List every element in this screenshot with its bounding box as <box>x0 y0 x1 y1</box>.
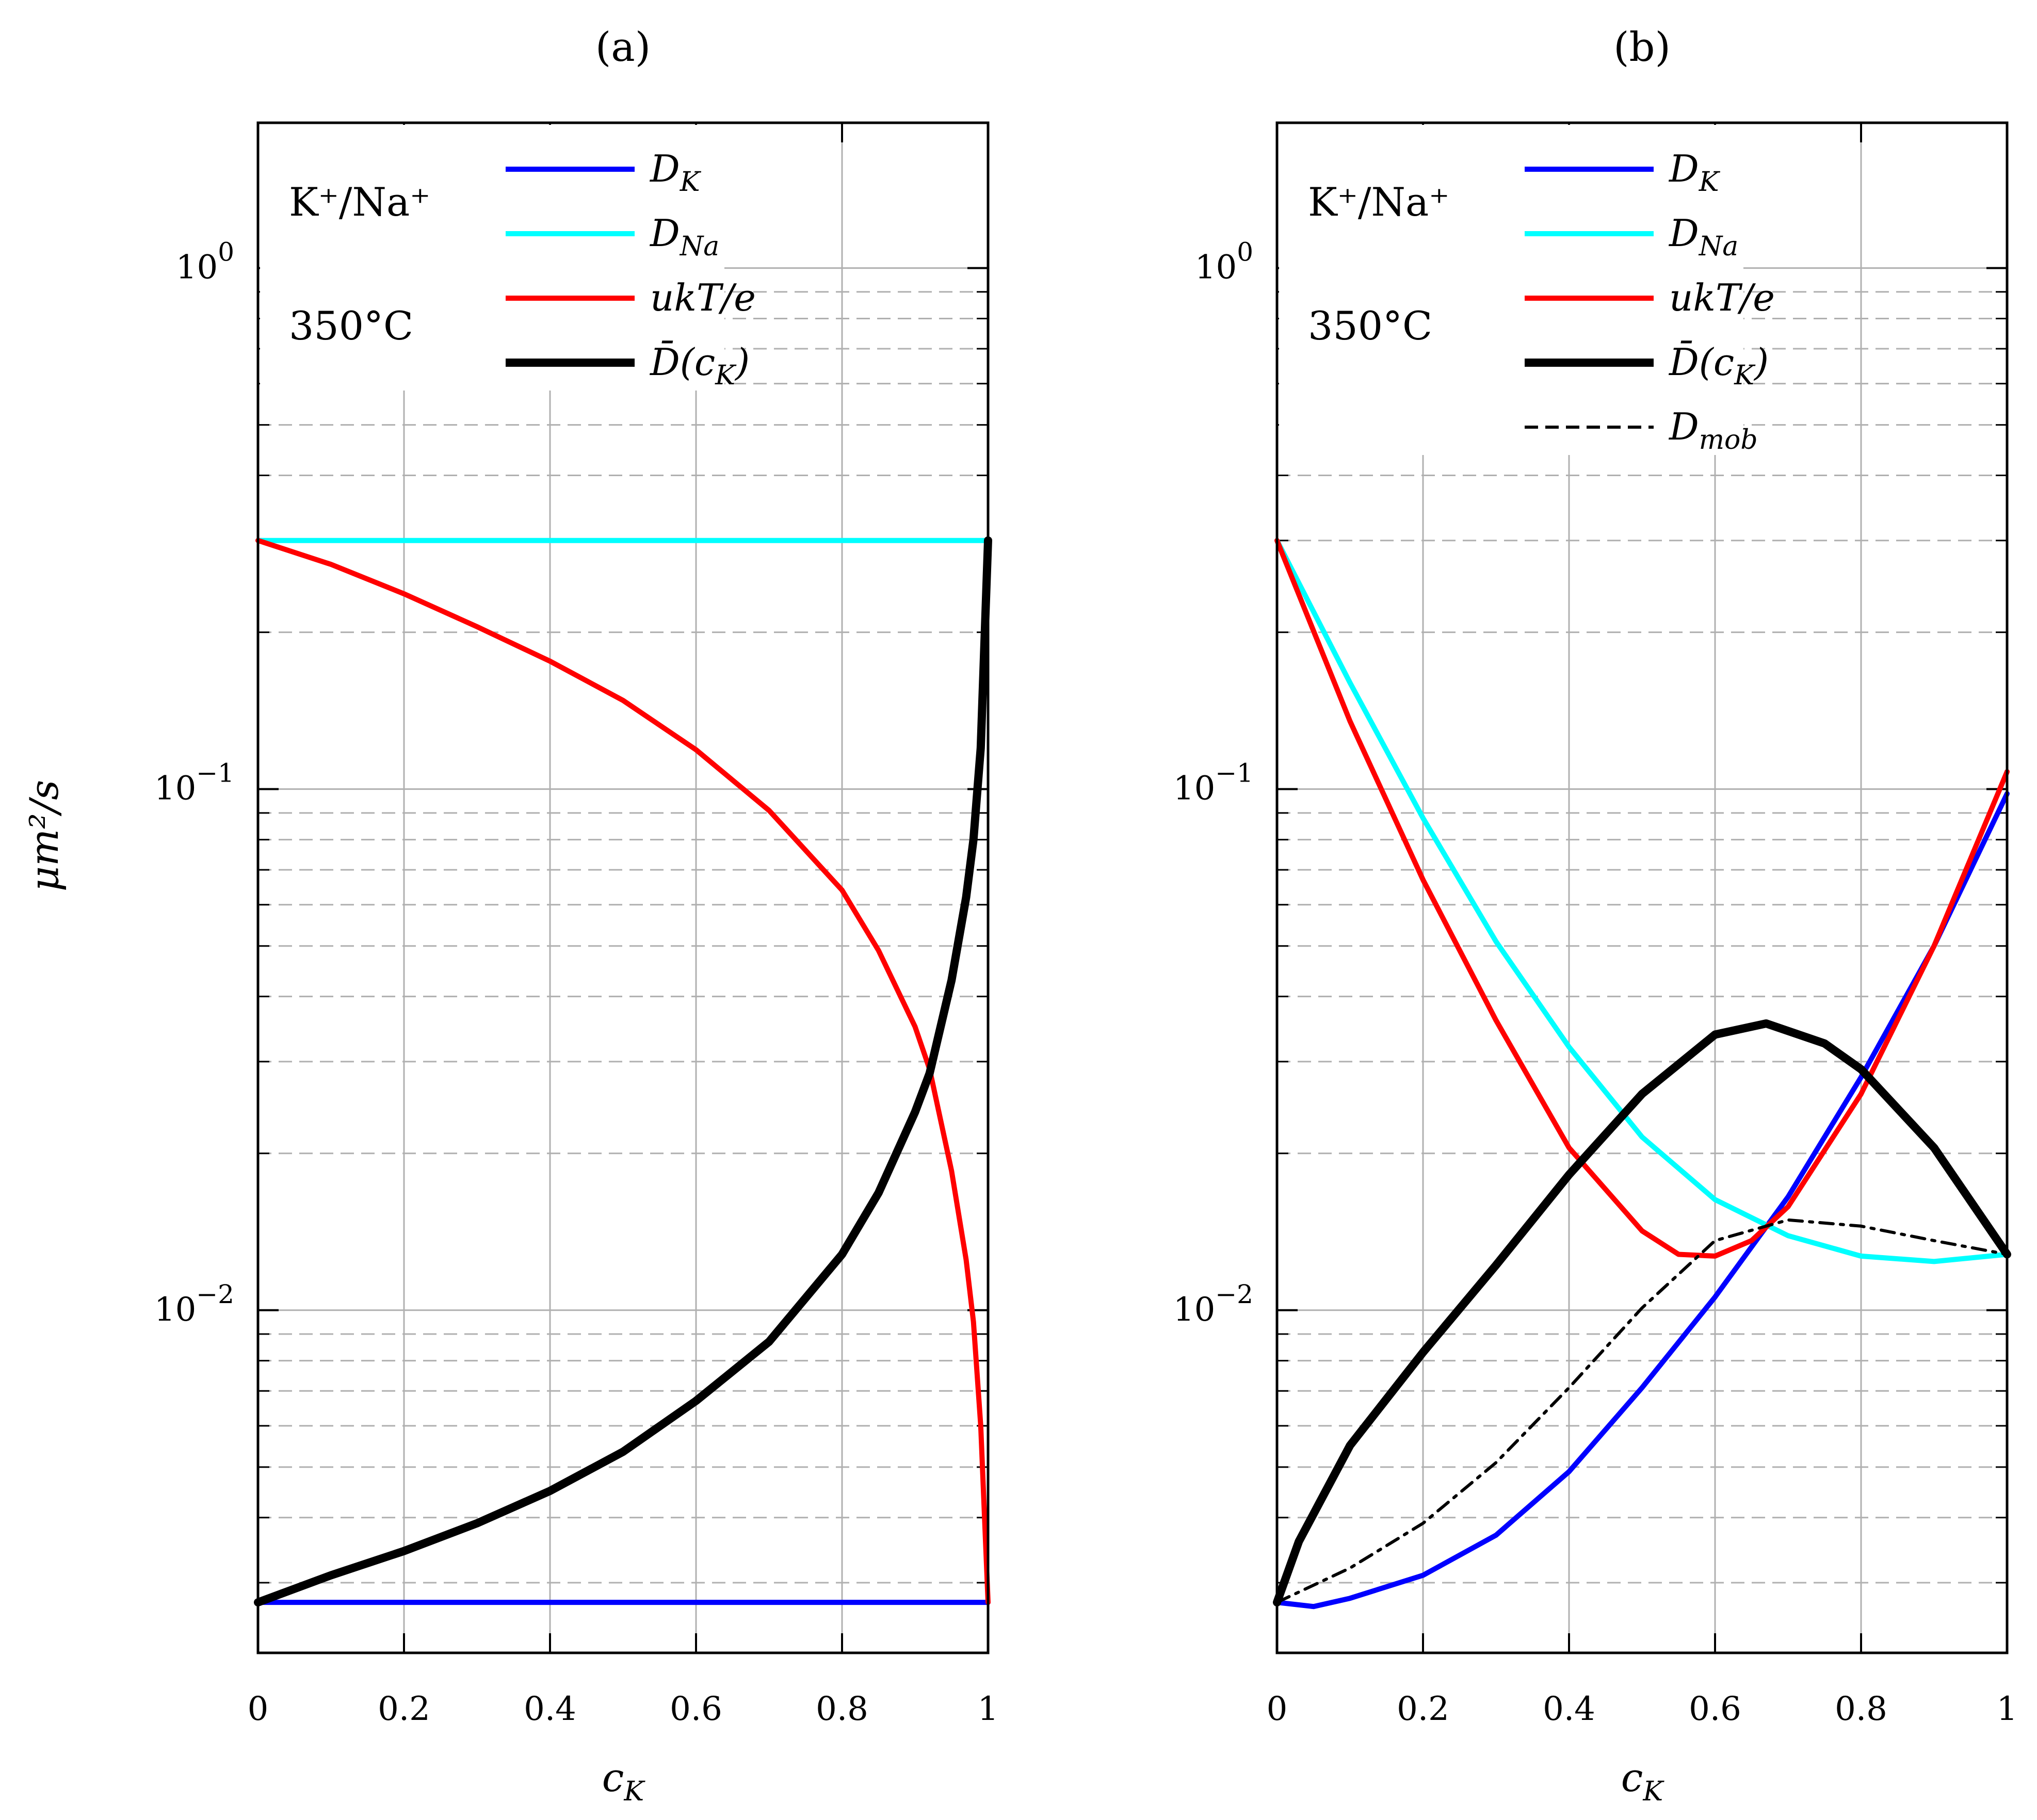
panel-b-x-tick-label: 0.8 <box>1835 1690 1887 1728</box>
panel-b-legend-label-main: ukT/e <box>1669 276 1775 319</box>
panel-b-y-tick-exponent: −2 <box>1215 1279 1253 1309</box>
panel-a-legend-label-main: D <box>649 212 680 255</box>
panel-a-x-tick-label: 1 <box>978 1690 999 1728</box>
panel-a-annotation-temperature: 350°C <box>289 303 413 349</box>
panel-a-x-tick-label: 0.2 <box>378 1690 430 1728</box>
panel-b-y-tick-base: 10 <box>1195 249 1237 287</box>
panel-b-y-tick-base: 10 <box>1173 1291 1215 1329</box>
panel-a-legend-label-main: ukT/e <box>650 276 756 319</box>
panel-b-y-tick-label: 10−2 <box>1173 1279 1253 1329</box>
panel-a-x-tick-label: 0.8 <box>816 1690 868 1728</box>
panel-b-legend-label-sub: mob <box>1699 425 1758 456</box>
panel-b-series-line-d-mob <box>1275 1218 2009 1604</box>
panel-b-plot-frame <box>1275 121 2009 1654</box>
panel-a-x-tick-label: 0.6 <box>670 1690 722 1728</box>
panel-b-series-line-d-c-k- <box>1273 1019 2011 1607</box>
panel-a-legend-label-tail: ) <box>734 340 750 384</box>
panel-b-y-tick-label: 10−1 <box>1173 758 1253 808</box>
panel-b-y-tick-label: 100 <box>1195 237 1253 287</box>
panel-a-x-axis-label-main: c <box>602 1754 624 1800</box>
panel-b-legend-label: DK <box>1668 147 1721 198</box>
panel-a-y-tick-exponent: −2 <box>196 1279 234 1309</box>
panel-b-x-tick-label: 0 <box>1267 1690 1288 1728</box>
panel-b-series-line-d-k <box>1274 791 2010 1610</box>
panel-b-series-line-ukt-e <box>1274 538 2010 1259</box>
panel-a-series-line-d-c-k- <box>254 536 992 1607</box>
panel-a-legend-label: ukT/e <box>650 276 756 319</box>
panel-b-x-axis-label-sub: K <box>1642 1776 1664 1807</box>
panel-b-x-tick-label: 0.6 <box>1689 1690 1741 1728</box>
panel-b-x-tick-label: 0.4 <box>1543 1690 1595 1728</box>
panel-a-y-tick-base: 10 <box>154 1291 196 1329</box>
panel-b-y-tick-exponent: 0 <box>1237 237 1253 267</box>
panel-b-legend-label: DNa <box>1668 212 1738 262</box>
panel-a-x-tick-label: 0 <box>248 1690 269 1728</box>
panel-b-legend-background <box>1279 125 1743 455</box>
panel-a-y-tick-exponent: −1 <box>196 758 234 788</box>
panel-a-legend-label-sub: K <box>680 167 702 198</box>
panel-b-legend-label-main: D <box>1668 405 1699 448</box>
panel-b-x-axis-label: cK <box>1621 1754 1665 1807</box>
y-axis-label: μm²/s <box>21 780 67 892</box>
panel-a-legend-label: D̄(cK) <box>649 340 750 391</box>
panel-a-legend-label-main: D <box>649 147 680 190</box>
panel-b-series-line-d-na <box>1274 538 2010 1264</box>
panel-b-legend-label-sub: K <box>1699 167 1721 198</box>
panel-b-y-tick-base: 10 <box>1173 770 1215 808</box>
panel-a-legend-label: DNa <box>649 212 719 262</box>
panel-b-annotation-system: K⁺/Na⁺ <box>1308 179 1449 225</box>
panel-a-y-tick-label: 10−1 <box>154 758 234 808</box>
panel-b-legend-label-sub: Na <box>1698 231 1739 262</box>
panel-a-legend-label: DK <box>649 147 702 198</box>
panel-a-legend-background <box>260 125 724 391</box>
panel-a-y-tick-label: 10−2 <box>154 1279 234 1329</box>
panel-b-x-tick-label: 1 <box>1997 1690 2018 1728</box>
panel-a-y-tick-exponent: 0 <box>218 237 234 267</box>
panel-b-x-tick-label: 0.2 <box>1397 1690 1449 1728</box>
panel-a-x-axis-label: cK <box>602 1754 646 1807</box>
panel-b-legend-label-main: D <box>1668 147 1699 190</box>
panel-a-legend-label-main: D̄(c <box>649 340 715 384</box>
panel-b-legend-label: Dmob <box>1668 405 1758 456</box>
panel-a-x-tick-label: 0.4 <box>524 1690 576 1728</box>
panel-a-y-tick-label: 100 <box>176 237 234 287</box>
panel-a-y-tick-base: 10 <box>176 249 218 287</box>
panel-b-legend-label-main: D̄(c <box>1668 340 1734 384</box>
panel-a-series-line-ukt-e <box>255 538 991 1605</box>
panel-a-legend-label-sub: K <box>715 360 737 391</box>
panel-a-y-tick-base: 10 <box>154 770 196 808</box>
panel-b-legend-label-tail: ) <box>1753 340 1769 384</box>
panel-b-legend-label-main: D <box>1668 212 1699 255</box>
panel-b-legend-label: ukT/e <box>1669 276 1775 319</box>
panel-b-x-axis-label-main: c <box>1621 1754 1643 1800</box>
panel-b-legend-label-sub: K <box>1734 360 1756 391</box>
panel-a-legend-label-sub: Na <box>679 231 720 262</box>
panel-a-plot-frame <box>256 121 990 1654</box>
panel-a-x-axis-label-sub: K <box>623 1776 645 1807</box>
panel-b-panel-title: (b) <box>1613 24 1671 71</box>
panel-b-annotation-temperature: 350°C <box>1308 303 1432 349</box>
panel-b-y-tick-exponent: −1 <box>1215 758 1253 788</box>
panel-b-legend-label: D̄(cK) <box>1668 340 1769 391</box>
panel-a-annotation-system: K⁺/Na⁺ <box>289 179 430 225</box>
panel-a-panel-title: (a) <box>595 24 651 71</box>
